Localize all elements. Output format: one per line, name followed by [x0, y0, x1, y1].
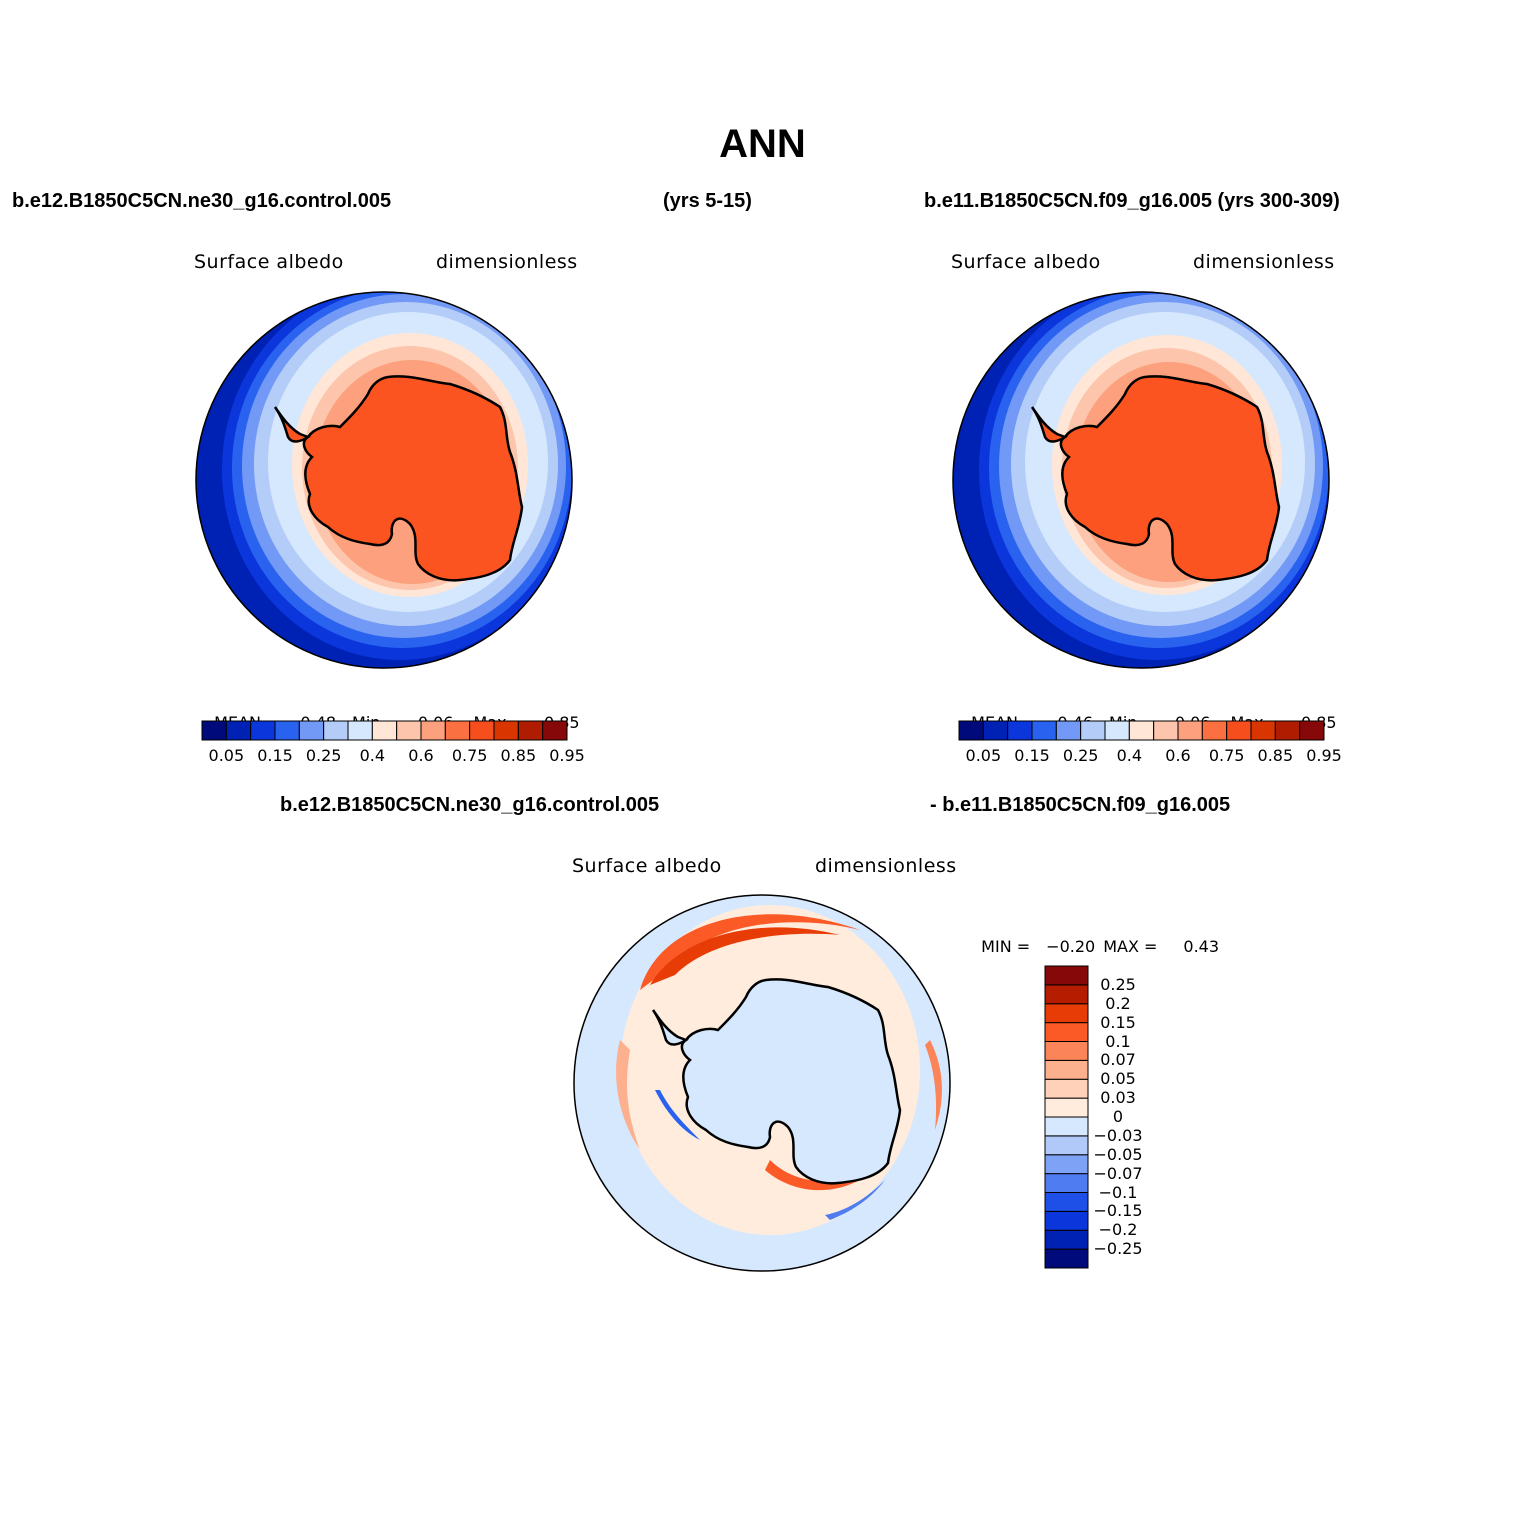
diff-colorbar-swatch: [1044, 1229, 1089, 1250]
diff-colorbar-swatch: [1044, 984, 1089, 1005]
diff-colorbar-swatch: [1044, 1059, 1089, 1080]
diff-colorbar-tick-label: 0: [1112, 1107, 1124, 1126]
diff-colorbar-swatch: [1044, 965, 1089, 986]
diff-colorbar-tick-label: −0.15: [1093, 1201, 1143, 1221]
top-left-case-label: b.e12.B1850C5CN.ne30_g16.control.005: [12, 190, 392, 212]
right-colorbar-tick-label: 0.95: [1306, 746, 1342, 765]
diff-colorbar-swatch: [1044, 1078, 1089, 1099]
right-colorbar-swatch: [1299, 720, 1325, 741]
diff-colorbar-tick-label: −0.25: [1093, 1239, 1143, 1259]
figure-title: ANN: [719, 122, 806, 166]
diff-colorbar-swatch: [1044, 1003, 1089, 1024]
diff-colorbar-tick-label: 0.15: [1100, 1012, 1136, 1032]
top-right-case-label: b.e11.B1850C5CN.f09_g16.005 (yrs 300-309…: [924, 190, 1340, 212]
diff-colorbar-tick-label: 0.03: [1100, 1088, 1136, 1108]
diff-colorbar-swatch: [1044, 1097, 1089, 1118]
diff-colorbar-tick-label: −0.07: [1093, 1163, 1143, 1183]
right-colorbar-tick-label: 0.05: [965, 746, 1002, 765]
right-colorbar-tick-label: 0.4: [1116, 746, 1143, 765]
diff-colorbar-tick-label: 0.05: [1100, 1069, 1136, 1089]
diff-colorbar-swatch: [1044, 1248, 1089, 1269]
left-colorbar-tick-label: 0.95: [549, 746, 585, 765]
diff-colorbar-tick-label: 0.2: [1105, 993, 1131, 1013]
right-colorbar-tick-label: 0.75: [1208, 746, 1245, 765]
left-units-label: dimensionless: [436, 251, 578, 273]
right-colorbar-tick-label: 0.85: [1257, 746, 1294, 765]
diff-colorbar-swatch: [1044, 1116, 1089, 1137]
diff-colorbar-tick-label: 0.07: [1100, 1050, 1136, 1070]
left-colorbar-tick-label: 0.4: [359, 746, 386, 765]
diff-colorbar-tick-label: −0.03: [1093, 1125, 1143, 1145]
left-colorbar-tick-label: 0.05: [208, 746, 245, 765]
left-colorbar-tick-label: 0.15: [257, 746, 293, 765]
diff-colorbar-tick-label: −0.05: [1093, 1144, 1143, 1164]
left-colorbar-tick-label: 0.85: [500, 746, 537, 765]
diff-colorbar-swatch: [1044, 1192, 1089, 1212]
diff-colorbar-tick-label: −0.2: [1098, 1220, 1138, 1240]
left-colorbar-tick-label: 0.6: [408, 746, 434, 765]
diff-case-b-label: - b.e11.B1850C5CN.f09_g16.005: [930, 794, 1231, 816]
diff-max-value: 0.43: [1183, 937, 1220, 956]
diff-min-label: MIN =: [981, 937, 1031, 956]
diff-units-label: dimensionless: [815, 855, 957, 877]
right-variable-label: Surface albedo: [951, 251, 1101, 273]
diff-colorbar-swatch: [1044, 1173, 1089, 1193]
left-variable-label: Surface albedo: [194, 251, 344, 273]
right-colorbar-tick-label: 0.6: [1165, 746, 1191, 765]
diff-colorbar-swatch: [1044, 1022, 1089, 1042]
left-colorbar-tick-label: 0.25: [305, 746, 342, 765]
right-units-label: dimensionless: [1193, 251, 1335, 273]
diff-colorbar-tick-label: 0.25: [1100, 974, 1136, 994]
diff-colorbar-swatch: [1044, 1210, 1089, 1231]
diff-colorbar-swatch: [1044, 1135, 1089, 1156]
right-colorbar-tick-label: 0.15: [1014, 746, 1050, 765]
diff-max-label: MAX =: [1103, 937, 1158, 956]
diff-colorbar-tick-label: 0.1: [1105, 1031, 1131, 1051]
diff-colorbar-swatch: [1044, 1041, 1089, 1061]
top-left-years-label: (yrs 5-15): [663, 190, 752, 212]
diff-variable-label: Surface albedo: [572, 855, 722, 877]
diff-stats: MIN = −0.20 MAX = 0.43: [971, 918, 1219, 956]
left-colorbar-tick-label: 0.75: [451, 746, 488, 765]
diff-colorbar-swatch: [1044, 1154, 1089, 1175]
right-colorbar-tick-label: 0.25: [1062, 746, 1099, 765]
diff-case-a-label: b.e12.B1850C5CN.ne30_g16.control.005: [280, 794, 660, 816]
diff-colorbar-tick-label: −0.1: [1098, 1182, 1138, 1202]
diff-min-value: −0.20: [1046, 937, 1096, 956]
left-colorbar-swatch: [542, 720, 568, 741]
